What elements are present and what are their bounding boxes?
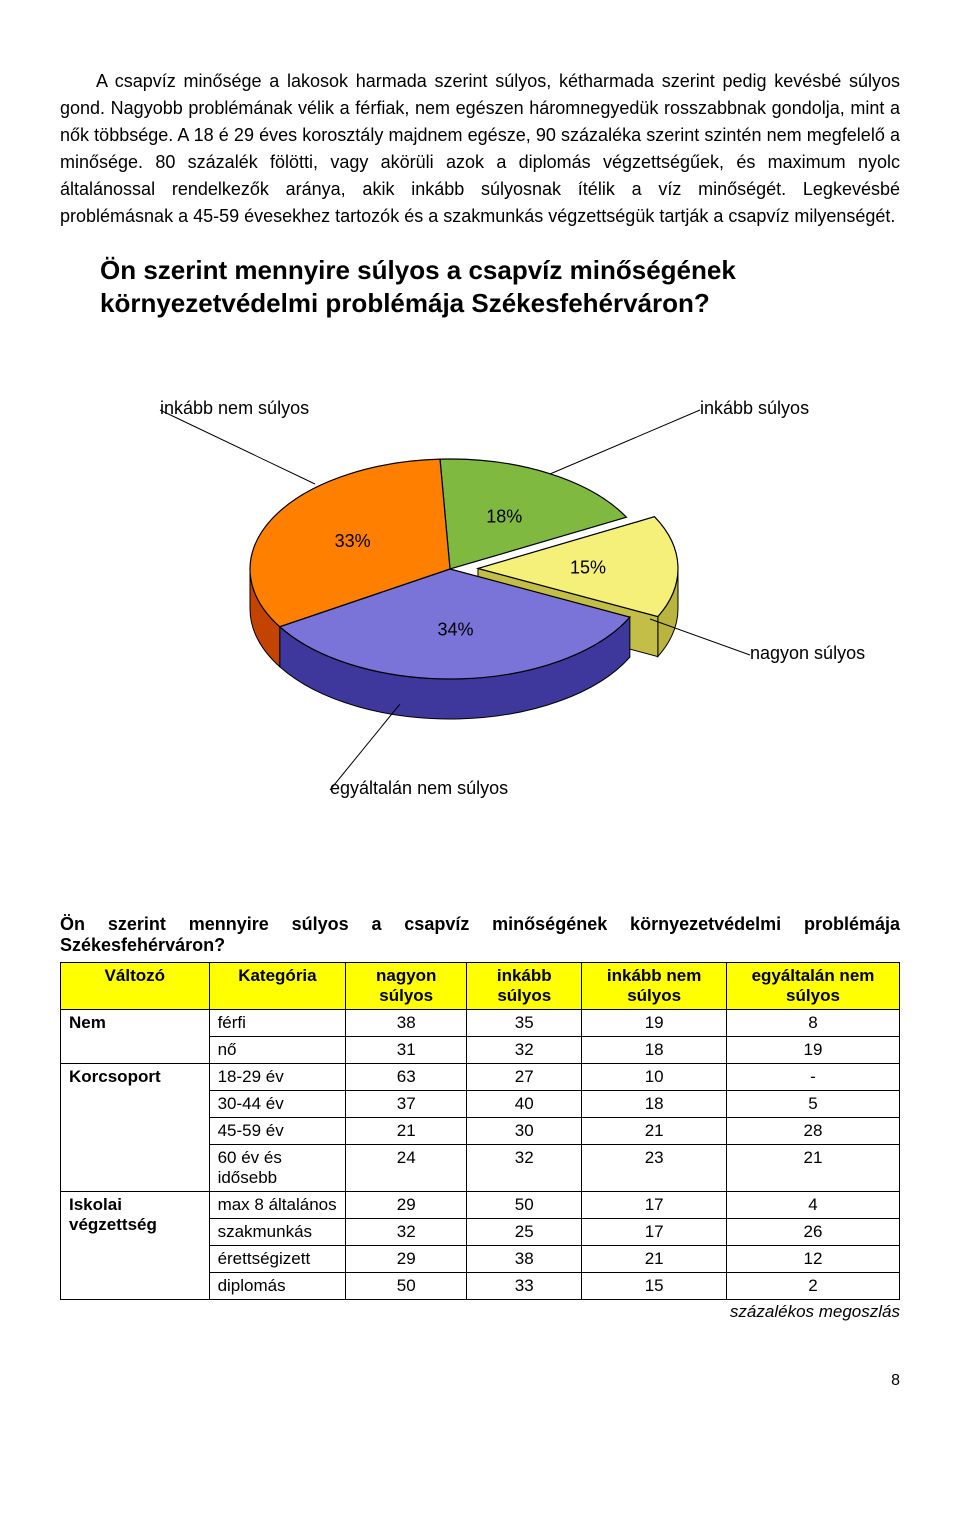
svg-text:33%: 33% — [335, 531, 371, 551]
group-label-cell: Iskolai végzettség — [61, 1192, 210, 1300]
value-cell: 50 — [346, 1273, 467, 1300]
svg-text:18%: 18% — [486, 506, 522, 526]
value-cell: 21 — [726, 1145, 899, 1192]
value-cell: 26 — [726, 1219, 899, 1246]
value-cell: 35 — [467, 1010, 582, 1037]
group-label-cell: Korcsoport — [61, 1064, 210, 1192]
value-cell: 25 — [467, 1219, 582, 1246]
svg-text:egyáltalán nem súlyos: egyáltalán nem súlyos — [330, 778, 508, 798]
table-question: Ön szerint mennyire súlyos a csapvíz min… — [60, 914, 900, 956]
table-row: Nemférfi3835198 — [61, 1010, 900, 1037]
category-cell: 45-59 év — [209, 1118, 346, 1145]
value-cell: 5 — [726, 1091, 899, 1118]
value-cell: 50 — [467, 1192, 582, 1219]
value-cell: 21 — [346, 1118, 467, 1145]
chart-title: Ön szerint mennyire súlyos a csapvíz min… — [100, 254, 900, 319]
category-cell: érettségizett — [209, 1246, 346, 1273]
category-cell: 18-29 év — [209, 1064, 346, 1091]
value-cell: 27 — [467, 1064, 582, 1091]
table-header-cell: nagyon súlyos — [346, 963, 467, 1010]
value-cell: 23 — [582, 1145, 727, 1192]
value-cell: 30 — [467, 1118, 582, 1145]
value-cell: 32 — [346, 1219, 467, 1246]
value-cell: 21 — [582, 1118, 727, 1145]
data-table: VáltozóKategórianagyon súlyosinkább súly… — [60, 962, 900, 1300]
table-header-cell: inkább súlyos — [467, 963, 582, 1010]
intro-paragraph: A csapvíz minősége a lakosok harmada sze… — [60, 68, 900, 230]
category-cell: diplomás — [209, 1273, 346, 1300]
value-cell: 8 — [726, 1010, 899, 1037]
value-cell: 24 — [346, 1145, 467, 1192]
table-footnote: százalékos megoszlás — [60, 1302, 900, 1322]
value-cell: 38 — [467, 1246, 582, 1273]
value-cell: 37 — [346, 1091, 467, 1118]
category-cell: férfi — [209, 1010, 346, 1037]
category-cell: 30-44 év — [209, 1091, 346, 1118]
table-header-cell: Kategória — [209, 963, 346, 1010]
value-cell: 19 — [726, 1037, 899, 1064]
table-row: Iskolai végzettségmax 8 általános2950174 — [61, 1192, 900, 1219]
svg-text:inkább nem súlyos: inkább nem súlyos — [160, 398, 309, 418]
table-header-cell: egyáltalán nem súlyos — [726, 963, 899, 1010]
value-cell: 29 — [346, 1246, 467, 1273]
svg-text:nagyon súlyos: nagyon súlyos — [750, 643, 865, 663]
group-label-cell: Nem — [61, 1010, 210, 1064]
value-cell: 40 — [467, 1091, 582, 1118]
value-cell: - — [726, 1064, 899, 1091]
value-cell: 18 — [582, 1037, 727, 1064]
pie-chart: 18% 15% 34% 33% inkább súlyos nagyon súlyos eg… — [60, 349, 900, 884]
value-cell: 32 — [467, 1037, 582, 1064]
value-cell: 2 — [726, 1273, 899, 1300]
value-cell: 63 — [346, 1064, 467, 1091]
value-cell: 29 — [346, 1192, 467, 1219]
table-header-cell: inkább nem súlyos — [582, 963, 727, 1010]
page-number: 8 — [60, 1372, 900, 1390]
svg-text:15%: 15% — [570, 557, 606, 577]
category-cell: 60 év és idősebb — [209, 1145, 346, 1192]
value-cell: 32 — [467, 1145, 582, 1192]
category-cell: szakmunkás — [209, 1219, 346, 1246]
value-cell: 12 — [726, 1246, 899, 1273]
value-cell: 4 — [726, 1192, 899, 1219]
value-cell: 31 — [346, 1037, 467, 1064]
table-row: Korcsoport18-29 év632710- — [61, 1064, 900, 1091]
svg-text:inkább súlyos: inkább súlyos — [700, 398, 809, 418]
value-cell: 17 — [582, 1192, 727, 1219]
value-cell: 15 — [582, 1273, 727, 1300]
category-cell: nő — [209, 1037, 346, 1064]
value-cell: 10 — [582, 1064, 727, 1091]
category-cell: max 8 általános — [209, 1192, 346, 1219]
value-cell: 19 — [582, 1010, 727, 1037]
value-cell: 17 — [582, 1219, 727, 1246]
value-cell: 28 — [726, 1118, 899, 1145]
value-cell: 38 — [346, 1010, 467, 1037]
value-cell: 21 — [582, 1246, 727, 1273]
table-header-cell: Változó — [61, 963, 210, 1010]
value-cell: 33 — [467, 1273, 582, 1300]
value-cell: 18 — [582, 1091, 727, 1118]
svg-text:34%: 34% — [437, 619, 473, 639]
